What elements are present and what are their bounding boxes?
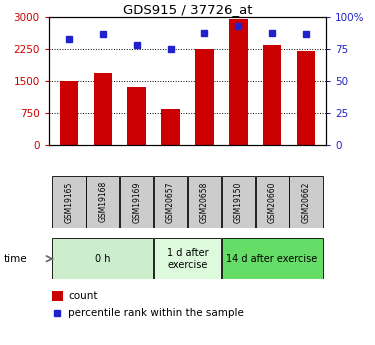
- Text: count: count: [68, 291, 98, 301]
- Bar: [188, 176, 221, 228]
- Text: GSM19165: GSM19165: [64, 181, 74, 223]
- Bar: [120, 176, 153, 228]
- Bar: [53, 176, 86, 228]
- Bar: [154, 176, 187, 228]
- Bar: [297, 51, 315, 145]
- Text: time: time: [4, 254, 27, 264]
- Bar: [154, 238, 221, 279]
- Bar: [128, 87, 146, 145]
- Bar: [51, 291, 63, 301]
- Bar: [255, 176, 289, 228]
- Bar: [222, 238, 322, 279]
- Text: GSM20662: GSM20662: [302, 181, 310, 223]
- Bar: [229, 19, 248, 145]
- Bar: [195, 49, 214, 145]
- Bar: [86, 176, 120, 228]
- Bar: [263, 45, 281, 145]
- Text: GSM20657: GSM20657: [166, 181, 175, 223]
- Title: GDS915 / 37726_at: GDS915 / 37726_at: [123, 3, 252, 16]
- Text: 1 d after
exercise: 1 d after exercise: [166, 248, 208, 269]
- Bar: [290, 176, 322, 228]
- Text: 14 d after exercise: 14 d after exercise: [226, 254, 318, 264]
- Text: GSM19150: GSM19150: [234, 181, 243, 223]
- Bar: [222, 176, 255, 228]
- Text: GSM20658: GSM20658: [200, 181, 209, 223]
- Bar: [161, 109, 180, 145]
- Text: percentile rank within the sample: percentile rank within the sample: [68, 308, 244, 318]
- Bar: [53, 238, 153, 279]
- Text: GSM19168: GSM19168: [98, 181, 107, 223]
- Text: 0 h: 0 h: [95, 254, 111, 264]
- Bar: [94, 72, 112, 145]
- Bar: [60, 81, 78, 145]
- Text: GSM19169: GSM19169: [132, 181, 141, 223]
- Text: GSM20660: GSM20660: [268, 181, 277, 223]
